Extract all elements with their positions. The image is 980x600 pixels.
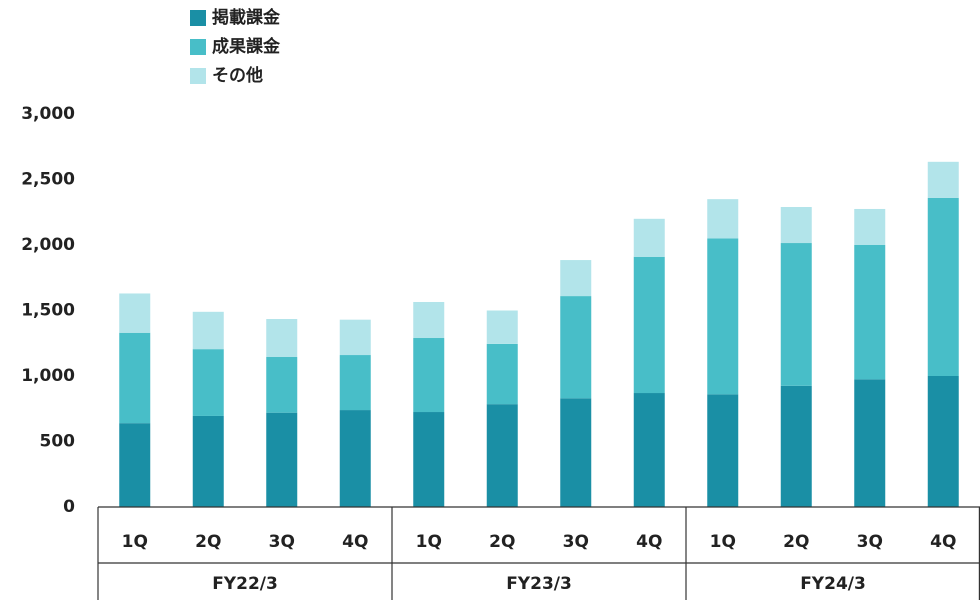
bar-segment [339, 355, 371, 411]
x-tick-label: 1Q [122, 532, 148, 552]
bar-segment [339, 410, 371, 507]
y-tick-label: 500 [40, 432, 76, 452]
bar-segment [707, 394, 739, 507]
bar-segment [266, 412, 298, 507]
group-label: FY22/3 [212, 574, 278, 594]
bar-segment [633, 393, 665, 507]
bar-segment [486, 404, 518, 507]
y-tick-label: 1,500 [21, 301, 75, 321]
x-tick-label: 2Q [783, 532, 809, 552]
bar-segment [413, 412, 445, 507]
x-tick-label: 4Q [342, 532, 368, 552]
bar-segment [927, 376, 959, 507]
x-tick-label: 1Q [416, 532, 442, 552]
x-tick-label: 1Q [710, 532, 736, 552]
y-tick-label: 2,500 [21, 170, 75, 190]
legend-swatch [190, 39, 206, 55]
bar-segment [560, 260, 592, 297]
bar-segment [339, 319, 371, 356]
legend-swatch [190, 10, 206, 26]
bar-segment [633, 256, 665, 394]
bar-segment [707, 199, 739, 239]
x-tick-label: 3Q [269, 532, 295, 552]
bar-segment [486, 343, 518, 405]
bar-segment [854, 208, 886, 245]
bar-segment [266, 357, 298, 413]
bar-segment [707, 238, 739, 395]
x-tick-label: 2Q [195, 532, 221, 552]
bar-segment [413, 338, 445, 413]
bar-segment [927, 197, 959, 376]
bar-segment [413, 301, 445, 339]
legend-label: 掲載課金 [212, 7, 281, 28]
bar-segment [119, 293, 151, 333]
x-tick-label: 3Q [857, 532, 883, 552]
bar-segment [854, 379, 886, 507]
bar-segment [780, 207, 812, 244]
bar-segment [560, 296, 592, 399]
bar-segment [192, 415, 224, 507]
group-label: FY23/3 [506, 574, 572, 594]
bar-segment [119, 423, 151, 507]
bar-segment [266, 319, 298, 358]
bar-segment [119, 332, 151, 424]
y-tick-label: 3,000 [21, 104, 75, 124]
bar-segment [192, 349, 224, 416]
group-label: FY24/3 [800, 574, 866, 594]
x-tick-label: 3Q [563, 532, 589, 552]
bar-segment [633, 218, 665, 257]
x-tick-label: 4Q [930, 532, 956, 552]
y-tick-label: 0 [63, 497, 75, 517]
bar-segment [780, 385, 812, 507]
bar-segment [854, 245, 886, 380]
y-tick-label: 2,000 [21, 235, 75, 255]
y-tick-label: 1,000 [21, 366, 75, 386]
bar-segment [927, 161, 959, 198]
legend-label: その他 [212, 65, 263, 86]
legend-swatch [190, 68, 206, 84]
bar-segment [560, 398, 592, 507]
bar-segment [192, 311, 224, 350]
bar-segment [486, 310, 518, 344]
bar-segment [780, 243, 812, 386]
x-tick-label: 4Q [636, 532, 662, 552]
legend-label: 成果課金 [212, 36, 281, 57]
x-tick-label: 2Q [489, 532, 515, 552]
